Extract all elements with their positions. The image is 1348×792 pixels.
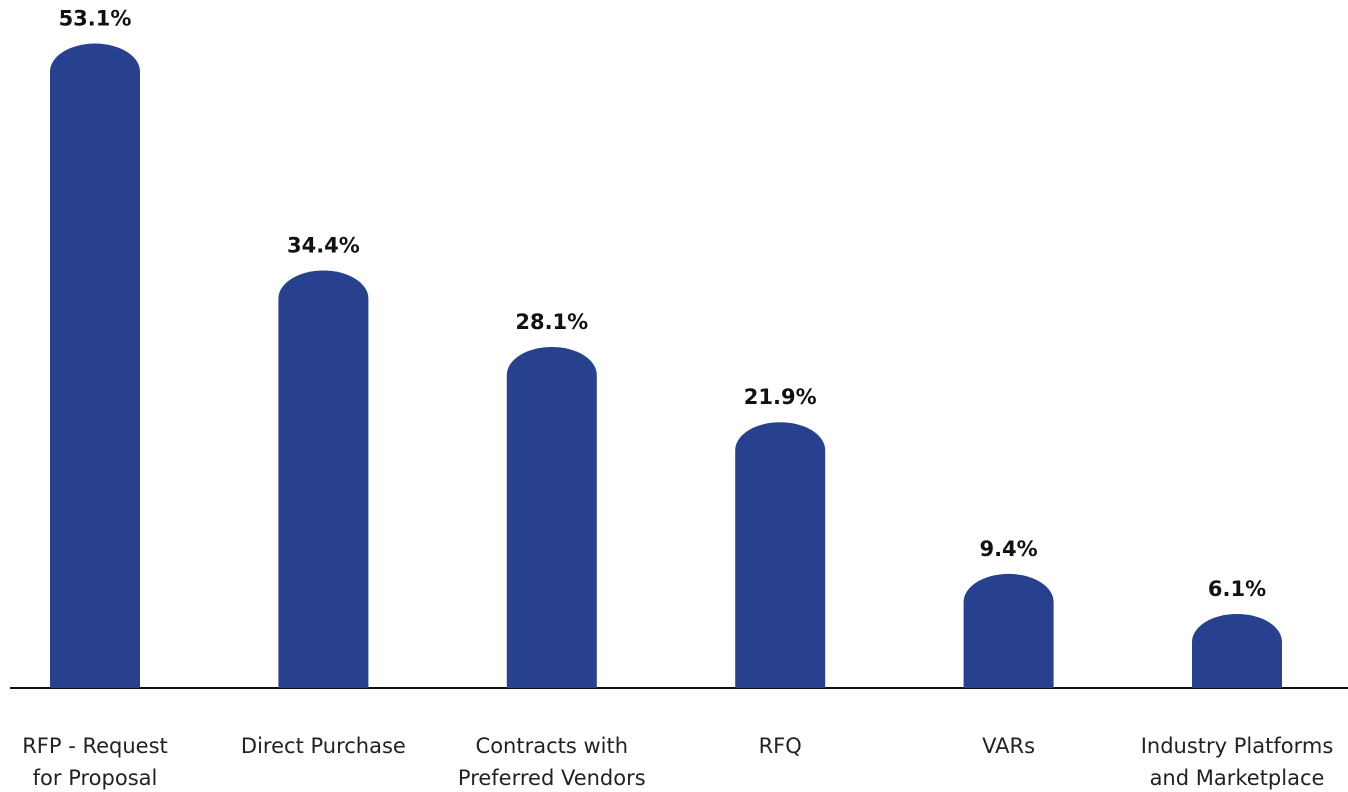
bar — [506, 346, 597, 688]
value-label: 28.1% — [515, 310, 588, 334]
x-tick-label: Direct Purchase — [240, 734, 406, 758]
bar — [735, 422, 826, 688]
bar — [963, 573, 1054, 688]
bar — [278, 270, 369, 688]
x-tick-label: RFQ — [758, 734, 802, 758]
value-label: 53.1% — [59, 7, 132, 31]
x-tick-label: Contracts with Preferred Vendors — [457, 734, 646, 790]
value-label: 9.4% — [979, 537, 1037, 561]
value-label: 6.1% — [1208, 577, 1266, 601]
x-tick-label: VARs — [982, 734, 1036, 758]
x-tick-label: Industry Platforms and Marketplace — [1140, 734, 1334, 790]
value-label: 21.9% — [744, 385, 817, 409]
value-label: 34.4% — [287, 234, 360, 258]
bar — [1192, 613, 1282, 688]
bar — [50, 43, 140, 689]
x-tick-label: RFP - Request for Proposal — [22, 734, 168, 790]
